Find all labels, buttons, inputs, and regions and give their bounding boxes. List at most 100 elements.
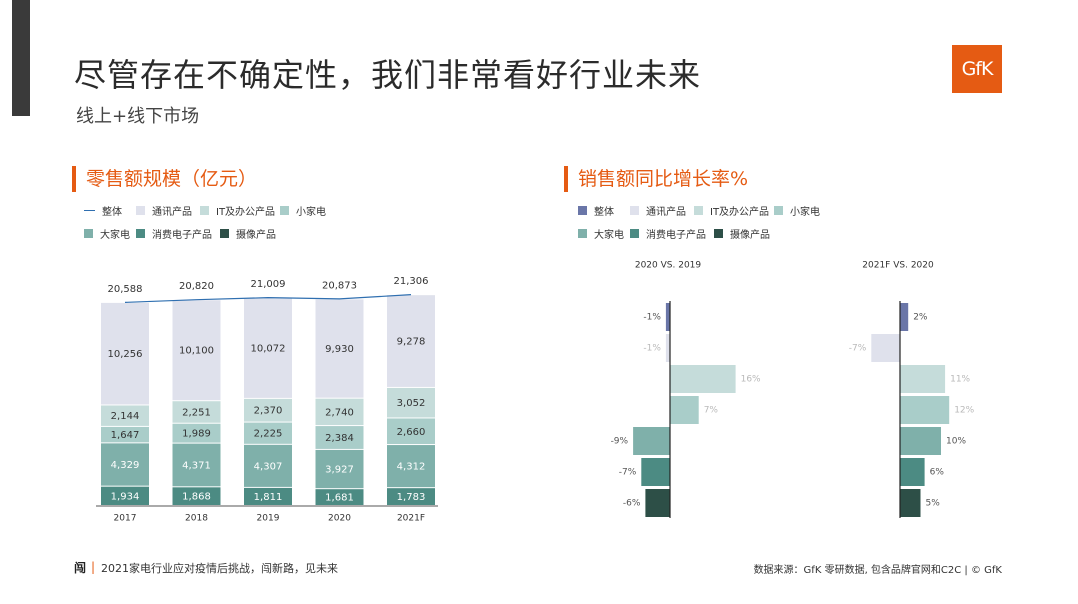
total-value-label: 20,873 <box>322 280 357 291</box>
stacked-bar-segment <box>101 405 149 426</box>
growth-bar <box>900 303 909 331</box>
slide-title: 尽管存在不确定性，我们非常看好行业未来 <box>74 56 702 94</box>
growth-value-label: 10% <box>946 437 966 447</box>
growth-bar <box>900 396 950 424</box>
growth-value-label: -7% <box>849 344 867 354</box>
growth-bar <box>900 427 941 455</box>
legend-label: 通讯产品 <box>152 206 192 218</box>
stacked-bar-segment <box>101 426 149 443</box>
legend-swatch <box>280 205 289 215</box>
x-axis-tick-label: 2017 <box>114 514 137 524</box>
segment-value-label: 1,647 <box>111 430 140 441</box>
growth-bar <box>871 334 900 362</box>
growth-bar <box>900 458 925 486</box>
stacked-bar-segment <box>101 443 149 486</box>
segment-value-label: 1,811 <box>254 492 283 503</box>
growth-bar <box>900 365 946 393</box>
legend-item: 小家电 <box>774 203 820 218</box>
legend-label: IT及办公产品 <box>216 206 276 218</box>
legend-swatch <box>220 228 229 238</box>
segment-value-label: 2,144 <box>111 411 140 422</box>
segment-value-label: 2,660 <box>397 427 426 438</box>
segment-value-label: 2,740 <box>325 407 354 418</box>
stacked-bar-segment <box>172 401 221 423</box>
total-trend-line <box>124 294 412 303</box>
stacked-bar-segment <box>387 387 435 418</box>
legend-label: 摄像产品 <box>730 229 770 241</box>
legend-label: 整体 <box>594 206 614 218</box>
growth-value-label: 2% <box>913 313 928 323</box>
growth-value-label: -6% <box>623 499 641 509</box>
legend-item: IT及办公产品 <box>694 203 769 218</box>
segment-value-label: 10,072 <box>251 344 286 355</box>
legend-swatch <box>84 228 93 238</box>
segment-value-label: 2,225 <box>254 429 283 440</box>
segment-value-label: 2,384 <box>325 433 354 444</box>
x-axis-tick-label: 2018 <box>185 514 208 524</box>
legend-item: 整体 <box>578 203 614 218</box>
retail-scale-chart-title: 零售额规模（亿元） <box>72 166 257 192</box>
stacked-bar-segment <box>172 443 221 487</box>
legend-label: 通讯产品 <box>646 206 686 218</box>
growth-value-label: -1% <box>643 313 661 323</box>
segment-value-label: 3,052 <box>397 398 426 409</box>
growth-bar <box>670 365 736 393</box>
total-value-label: 20,820 <box>179 281 214 292</box>
legend-swatch <box>630 228 639 238</box>
legend-swatch <box>714 228 723 238</box>
group-header-label: 2021F VS. 2020 <box>862 261 934 271</box>
growth-value-label: 16% <box>741 375 761 385</box>
segment-value-label: 1,934 <box>111 491 140 502</box>
stacked-bar-segment <box>244 444 292 487</box>
growth-value-label: 12% <box>954 406 974 416</box>
retail-scale-stacked-bar-chart: 1,934 4,329 1,647 2,144 10,256 20,588 2017 1,86… <box>96 276 438 524</box>
segment-value-label: 4,371 <box>182 460 211 471</box>
stacked-bar-segment <box>101 486 149 505</box>
footer-logo: 闯 <box>74 561 87 575</box>
segment-value-label: 10,256 <box>108 349 143 360</box>
growth-rate-chart-title: 销售额同比增长率% <box>564 166 748 192</box>
legend-swatch <box>630 205 639 215</box>
legend-item: 大家电 <box>578 226 624 241</box>
legend-swatch <box>774 205 783 215</box>
stacked-bar-segment <box>387 295 435 387</box>
legend-swatch <box>84 209 95 211</box>
growth-value-label: -1% <box>643 344 661 354</box>
footer-separator: | <box>91 560 96 574</box>
legend-item: 消费电子产品 <box>136 226 212 241</box>
legend-label: 消费电子产品 <box>152 229 212 241</box>
total-value-label: 21,009 <box>251 279 286 290</box>
stacked-bar-segment <box>172 487 221 505</box>
segment-value-label: 2,370 <box>254 406 283 417</box>
x-axis-tick-label: 2021F <box>397 514 425 524</box>
stacked-bar-segment <box>315 489 364 505</box>
stacked-bar-segment <box>244 298 292 398</box>
stacked-bar-segment <box>244 422 292 444</box>
growth-bar <box>641 458 670 486</box>
legend-label: 消费电子产品 <box>646 229 706 241</box>
legend-item: 通讯产品 <box>630 203 686 218</box>
segment-value-label: 1,783 <box>397 492 426 503</box>
growth-value-label: 7% <box>704 406 719 416</box>
growth-value-label: -7% <box>619 468 637 478</box>
segment-value-label: 3,927 <box>325 465 354 476</box>
growth-bar <box>665 303 670 331</box>
stacked-bar-segment <box>101 302 149 405</box>
segment-value-label: 1,989 <box>182 429 211 440</box>
total-value-label: 20,588 <box>108 284 143 295</box>
legend-swatch <box>136 228 145 238</box>
segment-value-label: 2,251 <box>182 407 211 418</box>
slide-subtitle: 线上+线下市场 <box>76 106 200 127</box>
stacked-bar-segment <box>315 299 364 398</box>
legend-label: 摄像产品 <box>236 229 276 241</box>
growth-bar <box>670 396 699 424</box>
growth-value-label: 6% <box>930 468 945 478</box>
growth-value-label: 5% <box>926 499 941 509</box>
legend-item: 摄像产品 <box>220 226 276 241</box>
growth-value-label: -9% <box>611 437 629 447</box>
x-axis-tick-label: 2019 <box>257 514 280 524</box>
growth-bar <box>645 489 670 517</box>
legend-swatch <box>578 205 587 215</box>
gfk-logo: GfK <box>952 45 1002 93</box>
retail-scale-legend: 整体 通讯产品 IT及办公产品 小家电 大家电 消费电子产品 摄像产品 <box>84 203 424 243</box>
